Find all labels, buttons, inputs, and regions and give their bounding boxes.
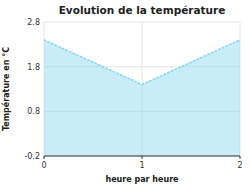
plot-area <box>44 40 240 156</box>
x-tick-label: 0 <box>41 161 46 170</box>
y-tick-label: 1.8 <box>27 63 40 72</box>
chart-title: Evolution de la température <box>59 4 226 16</box>
y-tick-label: -0.2 <box>24 152 40 161</box>
y-tick-label: 0.8 <box>27 107 40 116</box>
x-axis-label: heure par heure <box>105 175 179 184</box>
y-tick-label: 2.8 <box>27 18 40 27</box>
x-tick <box>44 156 45 159</box>
area-fill <box>44 40 240 156</box>
x-tick-label: 2 <box>237 161 242 170</box>
x-tick <box>240 156 241 159</box>
grid <box>44 22 240 156</box>
chart: 0 1 2 -0.2 0.8 1.8 2.8 heure par heure Températu… <box>0 0 250 188</box>
x-tick-label: 1 <box>139 161 144 170</box>
x-tick <box>142 156 143 159</box>
chart-container: 0 1 2 -0.2 0.8 1.8 2.8 heure par heure Températu… <box>0 0 250 188</box>
y-axis-label: Température en °C <box>1 47 11 131</box>
area-line <box>44 40 240 85</box>
axes: 0 1 2 -0.2 0.8 1.8 2.8 <box>24 18 242 170</box>
